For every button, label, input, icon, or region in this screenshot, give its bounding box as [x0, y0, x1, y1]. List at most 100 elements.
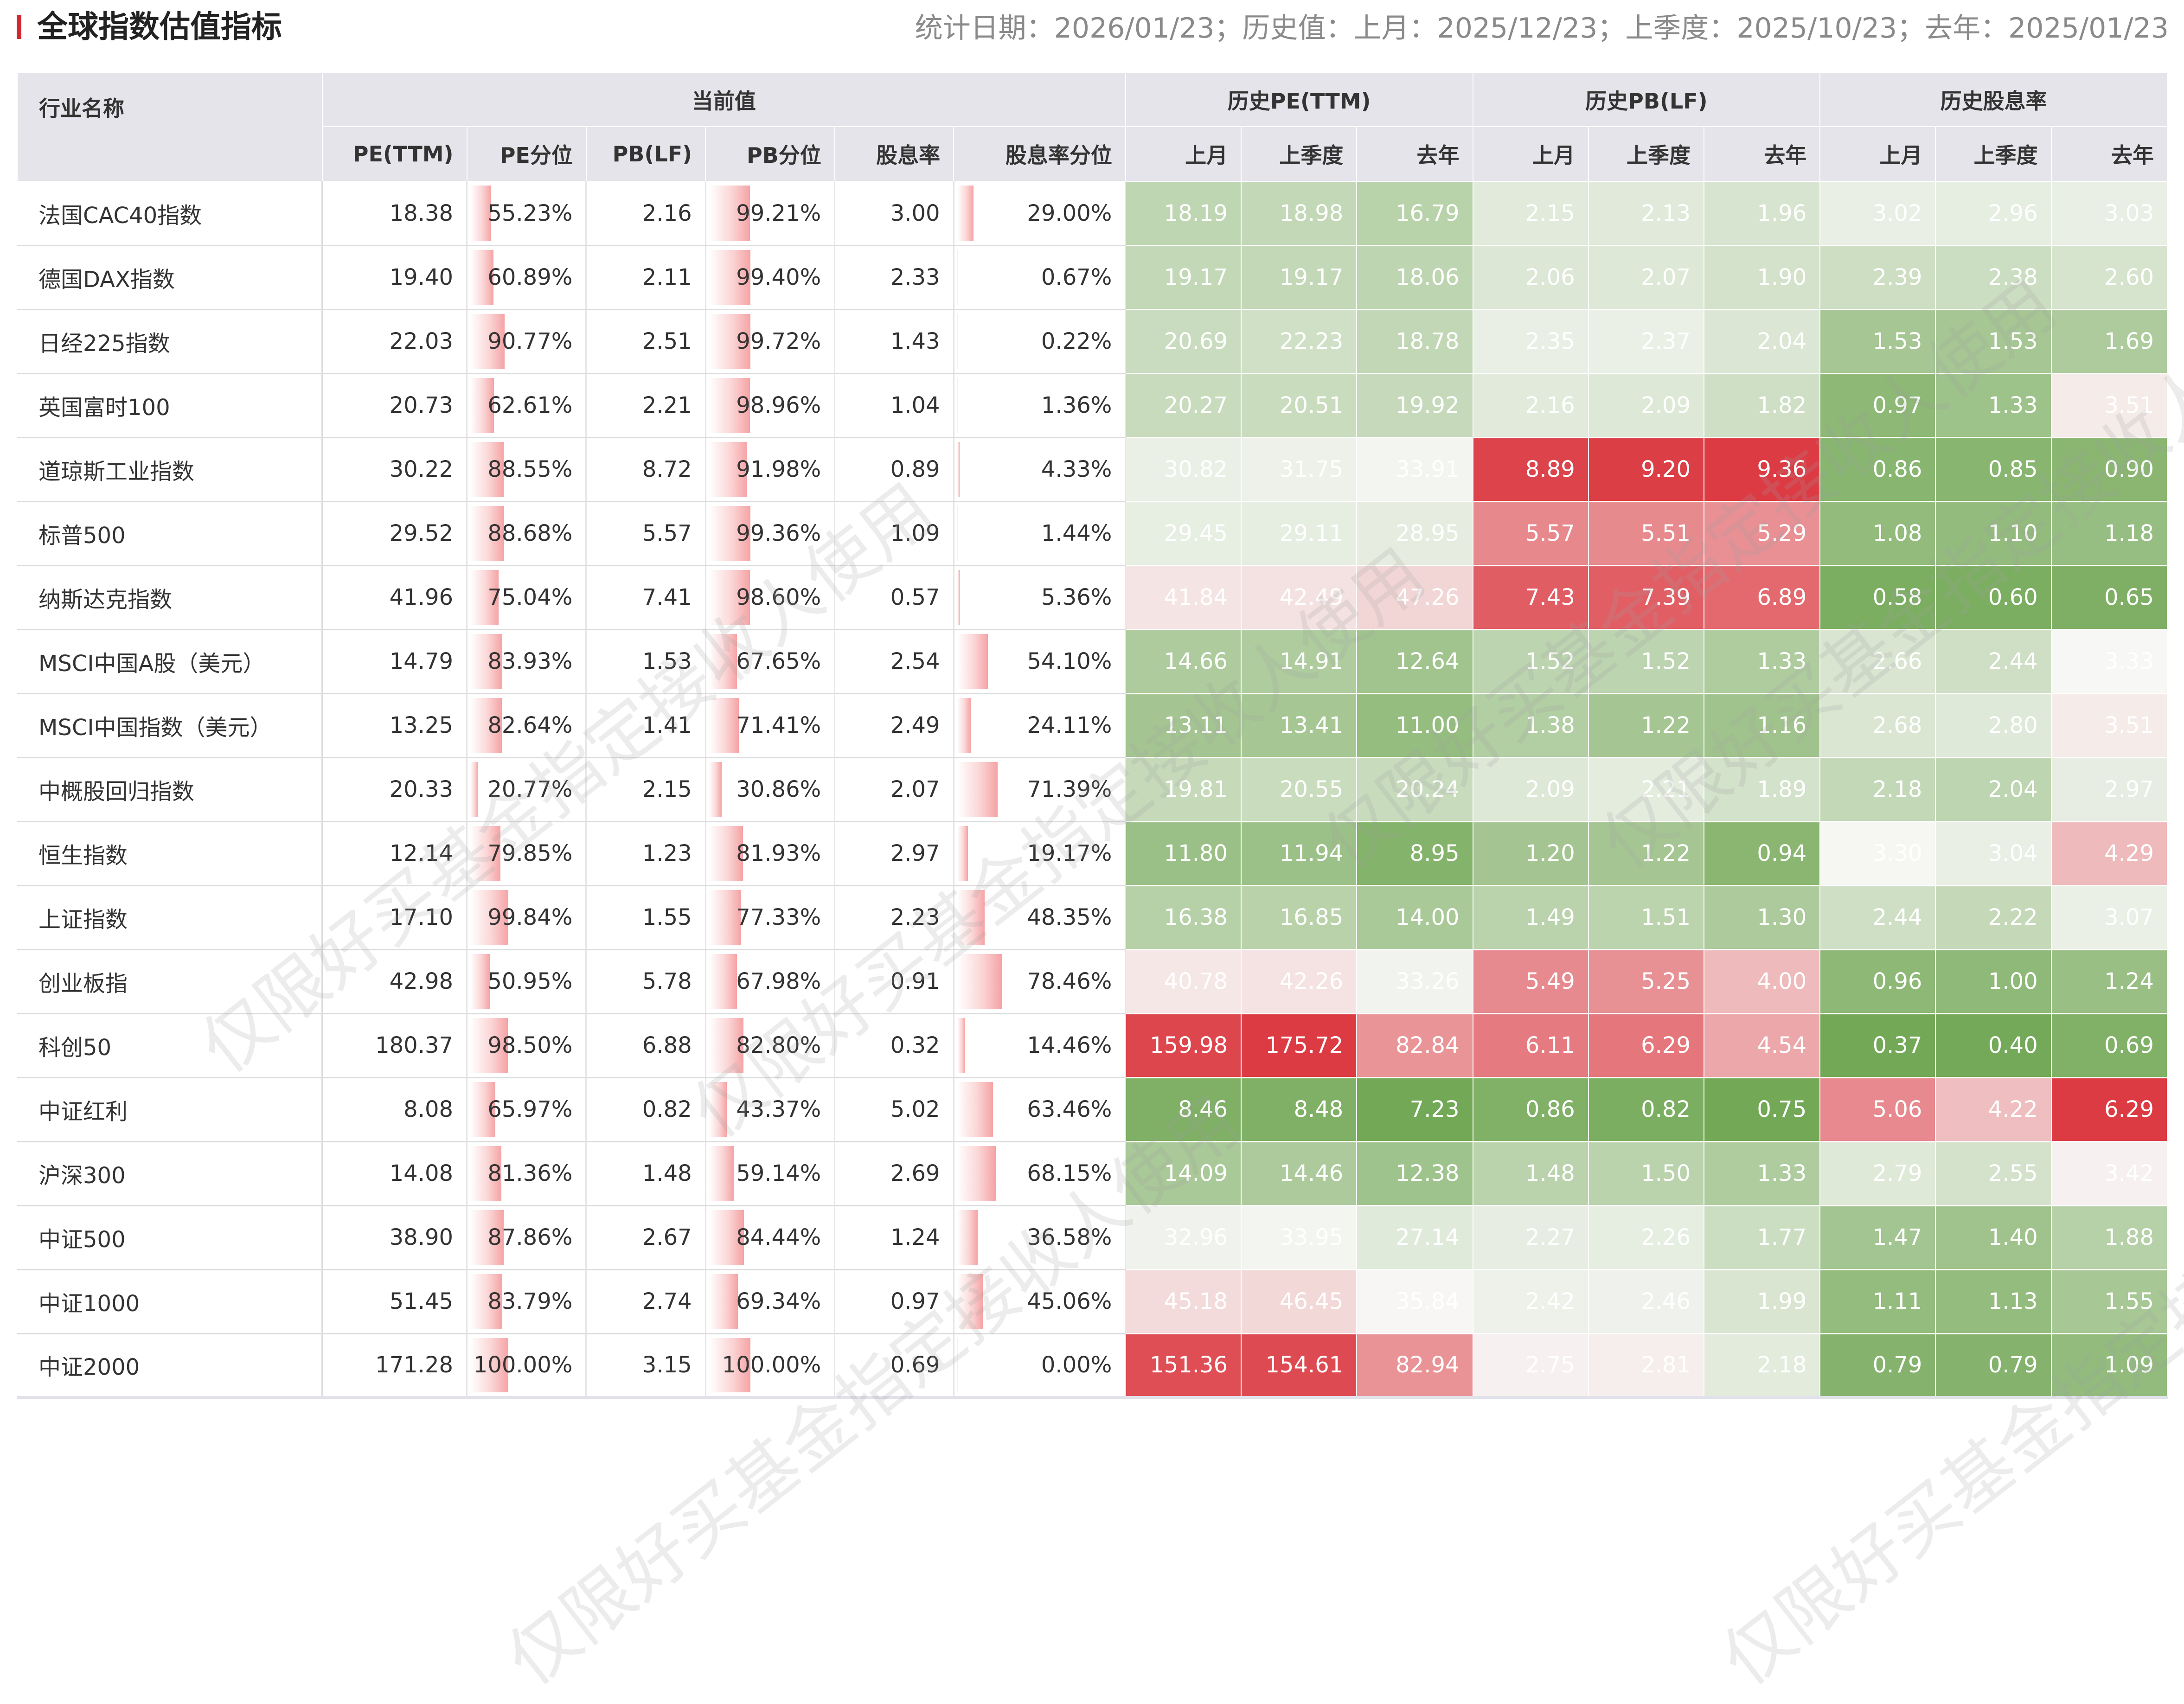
hist-pb-last-month-cell: 0.86 [1473, 1077, 1589, 1142]
table-row[interactable]: MSCI中国A股（美元） 14.79 83.93% 1.53 67.65% 2.54 54.… [17, 629, 2168, 694]
header-dividend-yield[interactable]: 股息率 [834, 126, 954, 182]
industry-name-cell[interactable]: MSCI中国A股（美元） [17, 629, 323, 694]
industry-name-cell[interactable]: 德国DAX指数 [17, 245, 323, 310]
industry-name-cell[interactable]: 中概股回归指数 [17, 757, 323, 822]
industry-name-cell[interactable]: 英国富时100 [17, 373, 323, 438]
industry-name-cell[interactable]: 纳斯达克指数 [17, 565, 323, 630]
table-row[interactable]: 道琼斯工业指数 30.22 88.55% 8.72 91.98% 0.89 4.33% 30.… [17, 437, 2168, 502]
hist-pb-last-quarter-cell: 2.81 [1588, 1333, 1704, 1399]
header-pe-last-quarter[interactable]: 上季度 [1241, 126, 1358, 182]
table-row[interactable]: 标普500 29.52 88.68% 5.57 99.36% 1.09 1.44% 29.45… [17, 501, 2168, 566]
table-row[interactable]: 中证1000 51.45 83.79% 2.74 69.34% 0.97 45.06% 45.… [17, 1269, 2168, 1334]
industry-name-cell[interactable]: 上证指数 [17, 885, 323, 950]
percentile-bar [709, 506, 750, 561]
hist-pe-last-quarter-cell: 14.46 [1241, 1141, 1358, 1206]
pb-percentile-cell: 98.60% [705, 565, 836, 630]
industry-name-cell[interactable]: 标普500 [17, 501, 323, 566]
percentile-bar [470, 954, 490, 1009]
percentile-bar [470, 250, 493, 305]
hist-dy-last-month-cell: 1.08 [1820, 501, 1936, 566]
industry-name-cell[interactable]: MSCI中国指数（美元） [17, 693, 323, 758]
percentile-bar [709, 762, 722, 817]
table-row[interactable]: 恒生指数 12.14 79.85% 1.23 81.93% 2.97 19.17% 11.80… [17, 821, 2168, 886]
percentile-bar [709, 698, 739, 753]
table-row[interactable]: 中证500 38.90 87.86% 2.67 84.44% 1.24 36.58% 32.9… [17, 1205, 2168, 1270]
table-row[interactable]: 沪深300 14.08 81.36% 1.48 59.14% 2.69 68.15% 14.0… [17, 1141, 2168, 1206]
pe-percentile-cell: 88.55% [467, 437, 587, 502]
table-row[interactable]: 法国CAC40指数 18.38 55.23% 2.16 99.21% 3.00 29.00%… [17, 181, 2168, 246]
table-row[interactable]: MSCI中国指数（美元） 13.25 82.64% 1.41 71.41% 2.49 24.… [17, 693, 2168, 758]
header-pb-last-month[interactable]: 上月 [1472, 126, 1589, 182]
header-dividend-yield-percentile[interactable]: 股息率分位 [953, 126, 1126, 182]
pb-lf-cell: 2.21 [586, 373, 706, 438]
pe-ttm-cell: 17.10 [322, 885, 468, 950]
table-row[interactable]: 纳斯达克指数 41.96 75.04% 7.41 98.60% 0.57 5.36% 41.8… [17, 565, 2168, 630]
header-dy-last-month[interactable]: 上月 [1819, 126, 1936, 182]
header-industry-name[interactable]: 行业名称 [17, 72, 323, 182]
hist-pb-last-quarter-cell: 9.20 [1588, 437, 1704, 502]
hist-pe-last-year-cell: 35.84 [1357, 1269, 1473, 1334]
hist-pe-last-month-cell: 20.69 [1125, 309, 1242, 374]
hist-pb-last-year-cell: 1.16 [1704, 693, 1821, 758]
percentile-bar [957, 698, 971, 753]
hist-pe-last-year-cell: 12.64 [1357, 629, 1473, 694]
header-pb-last-quarter[interactable]: 上季度 [1588, 126, 1704, 182]
pe-ttm-cell: 29.52 [322, 501, 468, 566]
header-dy-last-year[interactable]: 去年 [2050, 126, 2168, 182]
hist-pb-last-month-cell: 2.09 [1473, 757, 1589, 822]
percentile-value: 20.77% [487, 776, 573, 802]
percentile-value: 59.14% [736, 1160, 821, 1186]
table-row[interactable]: 中证红利 8.08 65.97% 0.82 43.37% 5.02 63.46% 8.46 8.… [17, 1077, 2168, 1142]
industry-name-cell[interactable]: 中证1000 [17, 1269, 323, 1334]
header-pe-last-month[interactable]: 上月 [1125, 126, 1242, 182]
header-pb-lf[interactable]: PB(LF) [585, 126, 706, 182]
dividend-yield-cell: 3.00 [834, 181, 954, 246]
hist-dy-last-month-cell: 0.79 [1820, 1333, 1936, 1399]
industry-name-cell[interactable]: 道琼斯工业指数 [17, 437, 323, 502]
industry-name-cell[interactable]: 科创50 [17, 1013, 323, 1078]
pe-percentile-cell: 99.84% [467, 885, 587, 950]
industry-name-cell[interactable]: 中证红利 [17, 1077, 323, 1142]
hist-dy-last-quarter-cell: 1.33 [1935, 373, 2052, 438]
hist-dy-last-year-cell: 3.51 [2051, 373, 2168, 438]
industry-name-cell[interactable]: 沪深300 [17, 1141, 323, 1206]
table-row[interactable]: 英国富时100 20.73 62.61% 2.21 98.96% 1.04 1.36% 20.… [17, 373, 2168, 438]
industry-name-cell[interactable]: 中证2000 [17, 1333, 323, 1399]
percentile-bar [957, 1146, 996, 1201]
header-pb-percentile[interactable]: PB分位 [705, 126, 835, 182]
table-row[interactable]: 创业板指 42.98 50.95% 5.78 67.98% 0.91 78.46% 40.78… [17, 949, 2168, 1014]
hist-pb-last-quarter-cell: 7.39 [1588, 565, 1704, 630]
table-row[interactable]: 上证指数 17.10 99.84% 1.55 77.33% 2.23 48.35% 16.38… [17, 885, 2168, 950]
hist-dy-last-year-cell: 4.29 [2051, 821, 2168, 886]
table-row[interactable]: 科创50 180.37 98.50% 6.88 82.80% 0.32 14.46% 159.… [17, 1013, 2168, 1078]
hist-pe-last-year-cell: 8.95 [1357, 821, 1473, 886]
header-pe-ttm[interactable]: PE(TTM) [321, 126, 468, 182]
dividend-yield-percentile-cell: 4.33% [954, 437, 1127, 502]
header-pe-percentile[interactable]: PE分位 [466, 126, 587, 182]
pe-ttm-cell: 38.90 [322, 1205, 468, 1270]
pe-percentile-cell: 20.77% [467, 757, 587, 822]
industry-name-cell[interactable]: 法国CAC40指数 [17, 181, 323, 246]
pb-percentile-cell: 67.65% [705, 629, 836, 694]
table-row[interactable]: 中概股回归指数 20.33 20.77% 2.15 30.86% 2.07 71.39% 19… [17, 757, 2168, 822]
industry-name-cell[interactable]: 恒生指数 [17, 821, 323, 886]
industry-name-cell[interactable]: 中证500 [17, 1205, 323, 1270]
table-row[interactable]: 中证2000 171.28 100.00% 3.15 100.00% 0.69 0.00% 1… [17, 1333, 2168, 1399]
industry-name-cell[interactable]: 日经225指数 [17, 309, 323, 374]
dividend-yield-percentile-cell: 29.00% [954, 181, 1127, 246]
hist-pe-last-quarter-cell: 46.45 [1241, 1269, 1358, 1334]
title-accent-mark [17, 15, 21, 39]
percentile-value: 5.36% [1041, 584, 1112, 610]
pe-ttm-cell: 14.79 [322, 629, 468, 694]
header-pb-last-year[interactable]: 去年 [1703, 126, 1821, 182]
pb-lf-cell: 5.78 [586, 949, 706, 1014]
header-pe-last-year[interactable]: 去年 [1356, 126, 1473, 182]
percentile-bar [957, 826, 968, 881]
industry-name-cell[interactable]: 创业板指 [17, 949, 323, 1014]
dividend-yield-percentile-cell: 1.36% [954, 373, 1127, 438]
table-row[interactable]: 德国DAX指数 19.40 60.89% 2.11 99.40% 2.33 0.67% 19.… [17, 245, 2168, 310]
header-dy-last-quarter[interactable]: 上季度 [1935, 126, 2052, 182]
percentile-value: 62.61% [487, 392, 573, 418]
percentile-value: 77.33% [736, 904, 821, 930]
table-row[interactable]: 日经225指数 22.03 90.77% 2.51 99.72% 1.43 0.22% 20.… [17, 309, 2168, 374]
